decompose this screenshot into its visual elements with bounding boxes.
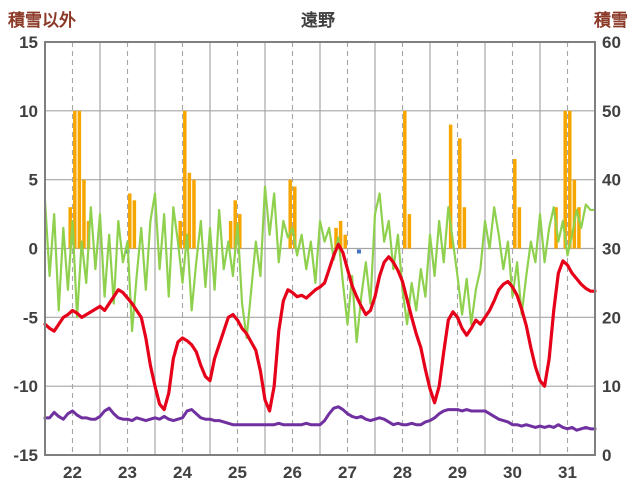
precip-bar bbox=[403, 110, 407, 249]
x-tick-label: 29 bbox=[448, 463, 467, 482]
precip-bar bbox=[513, 159, 517, 249]
precip-bar bbox=[228, 220, 233, 249]
precip-bar bbox=[334, 227, 338, 249]
x-tick-label: 27 bbox=[338, 463, 357, 482]
precip-bar bbox=[577, 207, 581, 249]
right-tick-label: 0 bbox=[602, 446, 611, 465]
precip-bar bbox=[233, 200, 237, 249]
purple-line bbox=[43, 405, 597, 432]
green-line bbox=[43, 185, 597, 344]
left-tick-label: 0 bbox=[29, 240, 38, 259]
precip-bar bbox=[293, 186, 297, 249]
x-tick-label: 26 bbox=[283, 463, 302, 482]
precip-bar bbox=[338, 220, 343, 249]
precip-bar bbox=[68, 207, 72, 249]
x-tick-label: 24 bbox=[173, 463, 192, 482]
x-tick-label: 22 bbox=[63, 463, 82, 482]
x-tick-label: 25 bbox=[228, 463, 247, 482]
chart-title: 遠野 bbox=[301, 11, 335, 30]
left-tick-label: 5 bbox=[29, 171, 38, 190]
x-tick-label: 28 bbox=[393, 463, 412, 482]
precip-bar bbox=[187, 172, 192, 249]
blue-mark bbox=[356, 249, 361, 254]
precip-bar bbox=[407, 214, 412, 249]
right-tick-label: 50 bbox=[602, 102, 621, 121]
left-tick-label: 10 bbox=[19, 102, 38, 121]
precip-bar bbox=[77, 110, 82, 249]
precip-bar bbox=[568, 110, 572, 249]
right-tick-label: 40 bbox=[602, 171, 621, 190]
precip-bar bbox=[288, 179, 292, 249]
precip-bar bbox=[462, 207, 467, 249]
precip-bar bbox=[572, 179, 577, 249]
left-axis-title: 積雪以外 bbox=[8, 11, 76, 30]
x-tick-label: 23 bbox=[118, 463, 137, 482]
red-line bbox=[43, 242, 597, 413]
precip-bar bbox=[178, 220, 182, 249]
left-tick-label: 15 bbox=[19, 33, 38, 52]
plot-border bbox=[44, 41, 596, 456]
precip-bar bbox=[132, 200, 137, 249]
right-tick-label: 30 bbox=[602, 240, 621, 259]
precip-bar bbox=[517, 207, 522, 249]
left-tick-label: -5 bbox=[23, 308, 38, 327]
precip-bar bbox=[448, 124, 453, 249]
precip-bar bbox=[238, 214, 242, 249]
precip-bar bbox=[73, 110, 77, 249]
precip-bar bbox=[458, 138, 462, 249]
x-tick-label: 31 bbox=[558, 463, 577, 482]
right-tick-label: 60 bbox=[602, 33, 621, 52]
right-tick-label: 10 bbox=[602, 377, 621, 396]
precip-bar bbox=[82, 179, 86, 249]
precip-bar bbox=[563, 110, 567, 249]
left-tick-label: -15 bbox=[13, 446, 38, 465]
right-axis-title: 積雪 bbox=[594, 11, 628, 30]
right-tick-label: 20 bbox=[602, 308, 621, 327]
x-tick-label: 30 bbox=[503, 463, 522, 482]
precip-bar bbox=[128, 193, 132, 249]
precip-bar bbox=[343, 234, 347, 249]
precip-bar bbox=[192, 179, 196, 249]
precip-bar bbox=[183, 110, 187, 249]
left-tick-label: -10 bbox=[13, 377, 38, 396]
